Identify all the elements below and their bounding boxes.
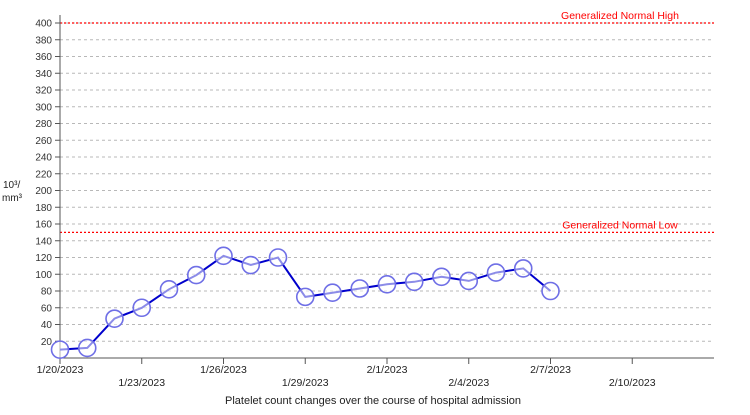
reference-line-label: Generalized Normal Low bbox=[562, 219, 678, 231]
data-point bbox=[350, 279, 370, 298]
x-tick-label: 2/10/2023 bbox=[609, 377, 656, 389]
y-tick-label: 200 bbox=[35, 186, 52, 197]
data-point bbox=[241, 255, 261, 275]
y-tick-label: 360 bbox=[35, 52, 52, 63]
data-point bbox=[432, 267, 451, 287]
y-tick-label: 340 bbox=[35, 69, 52, 80]
y-tick-label: 60 bbox=[41, 303, 53, 314]
y-tick-label: 380 bbox=[35, 35, 52, 46]
x-tick-label: 1/23/2023 bbox=[118, 377, 165, 389]
y-tick-label: 20 bbox=[41, 337, 53, 348]
series-group bbox=[50, 246, 560, 359]
data-point bbox=[377, 274, 397, 294]
reference-lines: Generalized Normal High Generalized Norma… bbox=[60, 10, 714, 233]
data-point bbox=[268, 248, 288, 267]
x-tick-label: 1/20/2023 bbox=[37, 364, 84, 376]
y-tick-label: 260 bbox=[35, 136, 52, 147]
y-tick-label: 100 bbox=[35, 270, 52, 281]
y-tick-label: 80 bbox=[41, 287, 53, 298]
y-tick-label: 240 bbox=[35, 153, 52, 164]
data-point bbox=[159, 280, 179, 299]
data-point bbox=[404, 272, 424, 292]
data-point bbox=[77, 338, 97, 358]
y-tick-label: 220 bbox=[35, 169, 52, 180]
y-tick-label: 140 bbox=[35, 236, 52, 247]
y-tick-label: 280 bbox=[35, 119, 52, 130]
data-point bbox=[541, 281, 560, 301]
y-tick-label: 400 bbox=[35, 19, 52, 30]
x-tick-label: 2/4/2023 bbox=[448, 377, 489, 389]
data-point bbox=[186, 265, 206, 285]
data-point bbox=[50, 340, 70, 359]
data-point bbox=[132, 298, 152, 318]
y-axis-ticks: 20 40 60 80 100 120 140 160 180 200 220 240 260 280 30… bbox=[35, 19, 60, 348]
y-axis-unit-line2: mm³ bbox=[2, 193, 23, 204]
x-tick-label: 2/7/2023 bbox=[530, 364, 571, 376]
y-axis-unit-line1: 10³/ bbox=[3, 180, 20, 191]
axes bbox=[59, 15, 714, 359]
y-tick-label: 300 bbox=[35, 102, 52, 113]
data-point bbox=[513, 259, 533, 278]
data-point bbox=[323, 283, 342, 302]
data-point bbox=[105, 309, 124, 328]
x-tick-label: 1/26/2023 bbox=[200, 364, 247, 376]
y-tick-label: 180 bbox=[35, 203, 52, 214]
data-point bbox=[486, 263, 506, 282]
x-tick-label: 2/1/2023 bbox=[367, 364, 408, 376]
reference-line-label: Generalized Normal High bbox=[561, 10, 679, 22]
chart-caption: Platelet count changes over the course o… bbox=[225, 395, 521, 407]
y-tick-label: 320 bbox=[35, 86, 52, 97]
y-tick-label: 120 bbox=[35, 253, 52, 264]
y-tick-label: 160 bbox=[35, 220, 52, 231]
data-point bbox=[295, 287, 315, 307]
x-tick-label: 1/29/2023 bbox=[282, 377, 329, 389]
data-point bbox=[459, 271, 479, 291]
data-point bbox=[214, 246, 233, 266]
x-axis-ticks: 1/20/2023 1/23/2023 1/26/2023 1/29/2023 2/1/… bbox=[37, 358, 656, 389]
y-tick-label: 40 bbox=[41, 320, 53, 331]
